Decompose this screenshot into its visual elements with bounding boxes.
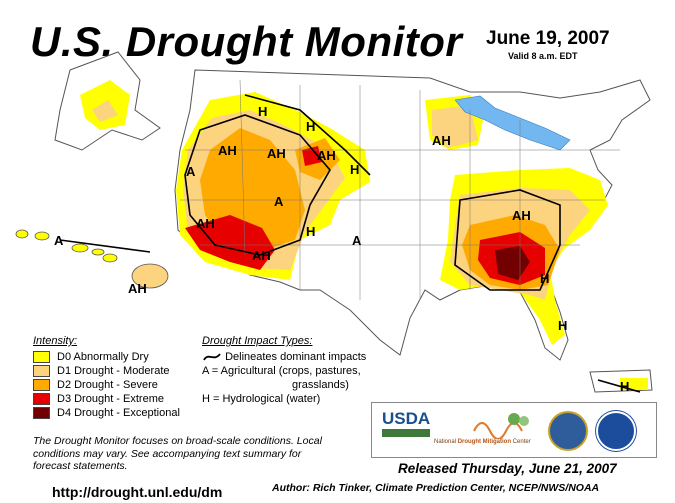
map-label: H [306, 119, 315, 134]
ndmc-name: Drought Mitigation [457, 439, 512, 445]
impact-line-row: Delineates dominant impacts [202, 350, 382, 364]
map-label: AH [317, 148, 336, 163]
d4-southeast [495, 246, 530, 280]
puerto-rico-d0 [620, 378, 648, 390]
impact-agricultural-cont: grasslands) [292, 379, 349, 391]
map-label: H [620, 379, 629, 394]
valid-time: Valid 8 a.m. EDT [508, 51, 578, 61]
d2-swatch [33, 379, 50, 391]
map-label: AH [267, 146, 286, 161]
d4-swatch [33, 407, 50, 419]
noaa-seal-icon [596, 411, 636, 451]
impact-line-icon [203, 353, 221, 361]
release-date: Released Thursday, June 21, 2007 [398, 461, 617, 476]
ndmc-suffix: Center [512, 439, 531, 445]
map-label: AH [512, 208, 531, 223]
map-label: AH [218, 143, 237, 158]
map-label: AH [252, 248, 271, 263]
map-label: AH [128, 281, 147, 296]
map-title: U.S. Drought Monitor [30, 18, 463, 65]
commerce-seal-icon [548, 411, 588, 451]
map-label: H [258, 104, 267, 119]
usda-logo: USDA [382, 409, 431, 428]
map-label: A [186, 164, 196, 179]
map-label: AH [196, 216, 215, 231]
legend-item: D2 Drought - Severe [33, 378, 180, 392]
legend-item: D0 Abnormally Dry [33, 350, 180, 364]
map-label: H [350, 162, 359, 177]
legend-label: D1 Drought - Moderate [57, 365, 170, 377]
d3-southwest [185, 215, 275, 270]
map-label: H [558, 318, 567, 333]
hawaii [15, 229, 169, 289]
impact-line-label: Delineates dominant impacts [225, 351, 367, 363]
legend-item: D4 Drought - Exceptional [33, 406, 180, 420]
usda-logo-bar [382, 429, 430, 437]
d1-swatch [33, 365, 50, 377]
map-label: H [540, 271, 549, 286]
legend-item: D3 Drought - Extreme [33, 392, 180, 406]
legend-label: D2 Drought - Severe [57, 379, 158, 391]
map-date: June 19, 2007 [486, 28, 610, 49]
map-label: A [352, 233, 362, 248]
impact-outlines [59, 94, 641, 393]
author-credit: Author: Rich Tinker, Climate Prediction … [272, 482, 600, 494]
d3-swatch [33, 393, 50, 405]
d0-swatch [33, 351, 50, 363]
source-url[interactable]: http://drought.unl.edu/dm [52, 484, 223, 500]
legend-label: D4 Drought - Exceptional [57, 407, 180, 419]
d1-michigan [432, 105, 478, 148]
ndmc-prefix: National [434, 439, 457, 445]
impact-heading: Drought Impact Types: [202, 335, 313, 347]
legend-label: D3 Drought - Extreme [57, 393, 164, 405]
map-label: H [306, 224, 315, 239]
alaska-d1 [92, 100, 118, 122]
ndmc-logo-icon [473, 413, 529, 439]
great-lakes [454, 95, 571, 151]
legend-heading: Intensity: [33, 335, 78, 347]
map-label: AH [432, 133, 451, 148]
intensity-legend: Intensity: D0 Abnormally Dry D1 Drought … [33, 335, 180, 420]
impact-types: Drought Impact Types: Delineates dominan… [202, 335, 382, 406]
impact-agricultural: A = Agricultural (crops, pastures, [202, 365, 361, 377]
map-label: A [274, 194, 284, 209]
legend-label: D0 Abnormally Dry [57, 351, 149, 363]
d3-montana [302, 146, 322, 166]
disclaimer-note: The Drought Monitor focuses on broad-sca… [33, 435, 322, 472]
legend-item: D1 Drought - Moderate [33, 364, 180, 378]
impact-hydrological: H = Hydrological (water) [202, 393, 321, 405]
agency-logos: USDA National Drought Mitigation Center [371, 402, 657, 458]
map-label: A [54, 233, 64, 248]
ndmc-logo: National Drought Mitigation Center [434, 439, 531, 445]
state-boundaries [180, 79, 620, 300]
